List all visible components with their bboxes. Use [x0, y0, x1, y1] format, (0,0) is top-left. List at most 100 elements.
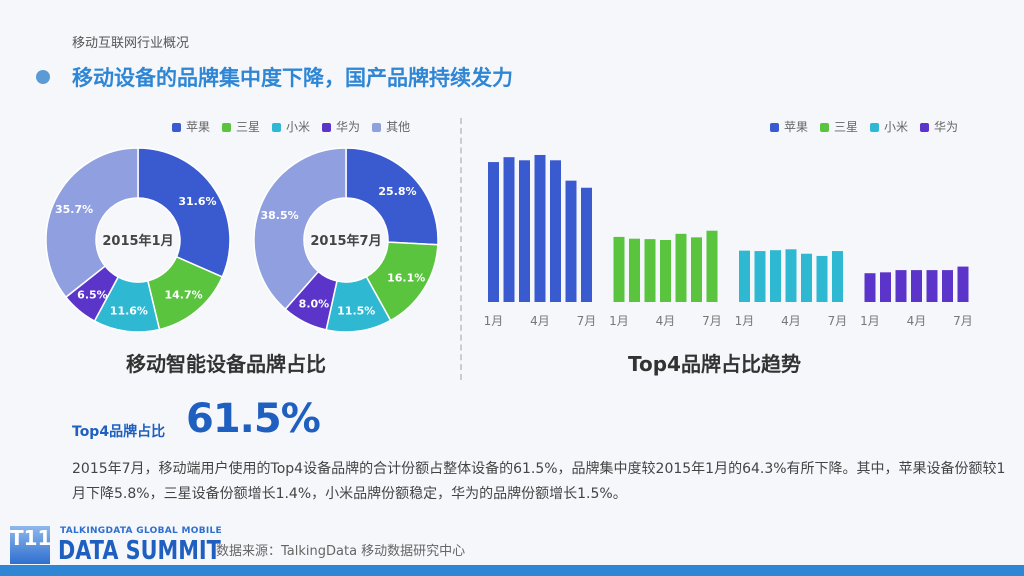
bar-xiaomi — [770, 250, 781, 302]
slice-label: 14.7% — [164, 288, 202, 301]
legend-swatch-icon — [372, 123, 382, 132]
bar-xiaomi — [832, 251, 843, 302]
legend-swatch-icon — [222, 123, 232, 132]
legend-label: 苹果 — [784, 120, 809, 134]
logo-top-text: TALKINGDATA GLOBAL MOBILE — [60, 526, 223, 536]
slice-label: 31.6% — [178, 195, 216, 208]
bar-huawei — [911, 270, 922, 302]
bar-apple — [565, 180, 577, 302]
bar-huawei — [880, 272, 891, 302]
bar-huawei — [895, 270, 907, 302]
x-tick-label: 7月 — [828, 314, 848, 328]
legend-item: 小米 — [272, 118, 310, 135]
description: 2015年7月，移动端用户使用的Top4设备品牌的合计份额占整体设备的61.5%… — [72, 461, 1006, 502]
pie-subtitle: 移动智能设备品牌占比 — [126, 352, 326, 376]
bar-samsung — [675, 233, 687, 302]
bar-samsung — [706, 230, 718, 302]
x-tick-label: 1月 — [860, 314, 880, 328]
logo-badge: T11 — [10, 526, 51, 564]
slice-label: 25.8% — [378, 185, 416, 198]
legend-swatch-icon — [322, 123, 332, 132]
bar-xiaomi — [801, 253, 812, 302]
x-tick-label: 7月 — [577, 314, 597, 328]
pie-slice-others — [45, 147, 139, 299]
kpi-value: 61.5% — [186, 396, 321, 442]
pie-center-label: 2015年7月 — [310, 233, 381, 249]
pie-slice-others — [253, 147, 347, 311]
bar-apple — [534, 154, 546, 302]
legend-item: 华为 — [920, 118, 958, 135]
legend-item: 三星 — [820, 118, 858, 135]
x-tick-label: 1月 — [484, 314, 504, 328]
pie-slice-apple — [345, 147, 439, 246]
legend-item: 华为 — [322, 118, 360, 135]
bar-samsung — [644, 239, 656, 302]
bar-apple — [488, 162, 499, 302]
bar-apple — [503, 157, 515, 302]
slice-label: 8.0% — [299, 297, 330, 310]
bar-samsung — [660, 240, 671, 302]
data-summit-logo: T11 TALKINGDATA GLOBAL MOBILE DATA SUMMI… — [8, 524, 222, 566]
legend-label: 苹果 — [186, 120, 211, 134]
slice-label: 16.1% — [387, 272, 425, 285]
x-tick-label: 7月 — [953, 314, 973, 328]
x-tick-label: 4月 — [530, 314, 550, 328]
pie-legend: 苹果 三星 小米 华为 其他 — [172, 118, 410, 135]
legend-label: 华为 — [934, 120, 959, 134]
kpi-label: Top4品牌占比 — [72, 424, 166, 440]
bar-xiaomi — [816, 255, 828, 302]
bar-huawei — [926, 270, 938, 302]
divider — [460, 118, 462, 380]
legend-item: 苹果 — [172, 118, 210, 135]
slice-label: 35.7% — [55, 203, 93, 216]
bar-apple — [581, 187, 592, 302]
slice-label: 11.5% — [337, 304, 375, 317]
breadcrumb: 移动互联网行业概况 — [72, 36, 190, 51]
pie-slice-apple — [137, 147, 231, 278]
legend-item: 三星 — [222, 118, 260, 135]
x-tick-label: 1月 — [609, 314, 629, 328]
legend-item: 小米 — [870, 118, 908, 135]
logo-main-text: DATA SUMMIT — [58, 536, 221, 566]
legend-swatch-icon — [770, 123, 779, 132]
x-tick-label: 4月 — [781, 314, 801, 328]
legend-swatch-icon — [870, 123, 880, 132]
legend-swatch-icon — [272, 123, 282, 132]
legend-label: 小米 — [286, 120, 311, 134]
bar-xiaomi — [785, 249, 797, 302]
legend-item: 其他 — [372, 118, 410, 135]
bar-legend: 苹果 三星 小米 华为 — [770, 118, 958, 135]
bar-huawei — [957, 266, 969, 302]
page-title: 移动设备的品牌集中度下降，国产品牌持续发力 — [72, 66, 513, 90]
pie-center-label: 2015年1月 — [102, 233, 173, 249]
bar-subtitle: Top4品牌占比趋势 — [628, 352, 801, 376]
bar-samsung — [629, 238, 640, 302]
slice-label: 11.6% — [110, 304, 148, 317]
bar-samsung — [613, 236, 625, 302]
legend-label: 其他 — [386, 120, 411, 134]
bar-apple — [550, 160, 561, 302]
data-source: 数据来源：TalkingData 移动数据研究中心 — [216, 544, 466, 559]
bar-chart: 1月 4月 7月 1月 4月 7月 1月 4月 7月 1月 4月 7月 — [484, 154, 973, 328]
bottom-bar — [0, 565, 1024, 576]
x-tick-label: 4月 — [656, 314, 676, 328]
legend-label: 华为 — [336, 120, 361, 134]
x-tick-label: 7月 — [702, 314, 722, 328]
bar-huawei — [864, 273, 876, 302]
x-tick-label: 1月 — [735, 314, 755, 328]
legend-label: 小米 — [884, 120, 909, 134]
legend-swatch-icon — [820, 123, 830, 132]
pie-charts: 31.6% 14.7% 11.6%6.5% 35.7% 2015年1月 25.8% 16.1… — [45, 147, 439, 333]
title-bullet-icon — [36, 70, 50, 84]
bar-huawei — [942, 270, 953, 302]
legend-label: 三星 — [236, 120, 261, 134]
slice-label: 6.5% — [77, 288, 108, 301]
x-tick-label: 4月 — [907, 314, 927, 328]
bar-samsung — [691, 237, 702, 302]
legend-label: 三星 — [834, 120, 859, 134]
bar-xiaomi — [754, 251, 766, 302]
legend-swatch-icon — [920, 123, 930, 132]
bar-apple — [519, 160, 530, 302]
bar-xiaomi — [739, 250, 750, 302]
legend-item: 苹果 — [770, 118, 808, 135]
